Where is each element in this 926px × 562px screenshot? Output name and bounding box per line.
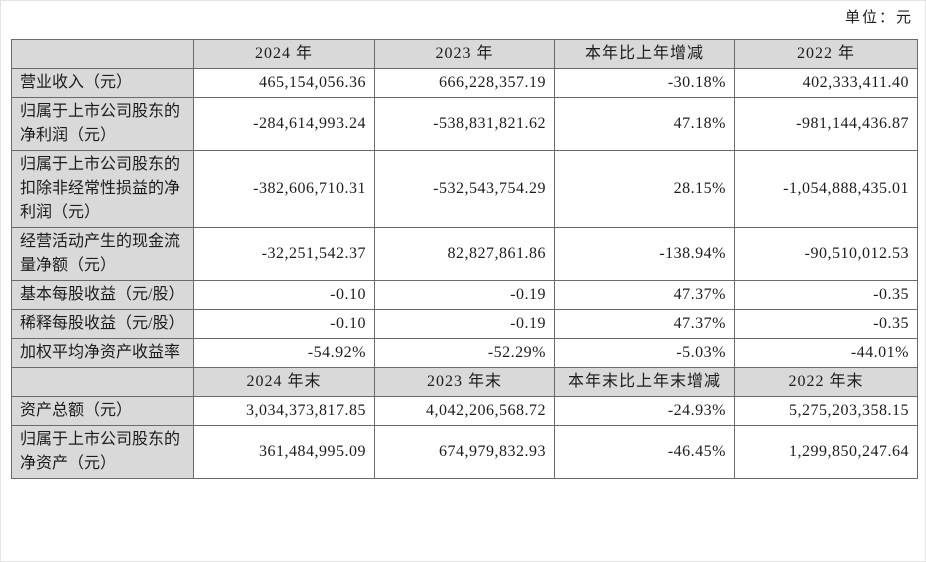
column-header: 2022 年 <box>734 39 918 69</box>
cell-value: -0.19 <box>374 309 555 339</box>
cell-value: -0.35 <box>734 309 918 339</box>
cell-value: -32,251,542.37 <box>193 227 375 281</box>
column-header: 2023 年末 <box>374 367 555 397</box>
cell-value: -52.29% <box>374 338 555 368</box>
row-label: 稀释每股收益（元/股） <box>11 309 194 339</box>
header-row: 2024 年 2023 年本年比上年增减 2022 年 <box>11 39 918 69</box>
table-row: 营业收入（元） 465,154,056.36 666,228,357.19 -30.1… <box>11 68 918 98</box>
table-row: 归属于上市公司股东的净利润（元） -284,614,993.24 -538,831,… <box>11 97 918 151</box>
cell-value: -54.92% <box>193 338 375 368</box>
row-label: 归属于上市公司股东的净资产（元） <box>11 425 194 479</box>
cell-value: -5.03% <box>554 338 735 368</box>
cell-value: 666,228,357.19 <box>374 68 555 98</box>
cell-value: 47.18% <box>554 97 735 151</box>
row-label: 归属于上市公司股东的扣除非经常性损益的净利润（元） <box>11 150 194 228</box>
table-row: 稀释每股收益（元/股） -0.10 -0.19 47.37% -0.35 <box>11 309 918 339</box>
column-header: 本年末比上年末增减 <box>554 367 735 397</box>
row-label: 归属于上市公司股东的净利润（元） <box>11 97 194 151</box>
cell-value: 47.37% <box>554 280 735 310</box>
cell-value: 82,827,861.86 <box>374 227 555 281</box>
row-label: 加权平均净资产收益率 <box>11 338 194 368</box>
unit-label: 单位：元 <box>844 10 913 26</box>
column-header: 本年比上年增减 <box>554 39 735 69</box>
cell-value: -284,614,993.24 <box>193 97 375 151</box>
row-label: 资产总额（元） <box>11 396 194 426</box>
cell-value: -981,144,436.87 <box>734 97 918 151</box>
header-empty-cell <box>11 367 194 397</box>
cell-value: -30.18% <box>554 68 735 98</box>
cell-value: -538,831,821.62 <box>374 97 555 151</box>
table-row: 归属于上市公司股东的扣除非经常性损益的净利润（元） -382,606,710.31… <box>11 150 918 228</box>
table-body: 2024 年 2023 年本年比上年增减 2022 年营业收入（元） 465,154,… <box>11 39 918 479</box>
column-header: 2022 年末 <box>734 367 918 397</box>
cell-value: -382,606,710.31 <box>193 150 375 228</box>
row-label: 基本每股收益（元/股） <box>11 280 194 310</box>
column-header: 2024 年末 <box>193 367 375 397</box>
table-row: 归属于上市公司股东的净资产（元） 361,484,995.09 674,979,83… <box>11 425 918 479</box>
cell-value: -0.10 <box>193 280 375 310</box>
cell-value: 402,333,411.40 <box>734 68 918 98</box>
header-row: 2024 年末 2023 年末 本年末比上年末增减 2022 年末 <box>11 367 918 397</box>
cell-value: 465,154,056.36 <box>193 68 375 98</box>
table-row: 经营活动产生的现金流量净额（元） -32,251,542.37 82,827,861… <box>11 227 918 281</box>
cell-value: -532,543,754.29 <box>374 150 555 228</box>
table-row: 加权平均净资产收益率 -54.92% -52.29% -5.03% -44.01% <box>11 338 918 368</box>
cell-value: 3,034,373,817.85 <box>193 396 375 426</box>
column-header: 2023 年 <box>374 39 555 69</box>
header-empty-cell <box>11 39 194 69</box>
cell-value: -0.10 <box>193 309 375 339</box>
column-header: 2024 年 <box>193 39 375 69</box>
table-row: 资产总额（元） 3,034,373,817.85 4,042,206,568.72-… <box>11 396 918 426</box>
financial-summary-table: 2024 年 2023 年本年比上年增减 2022 年营业收入（元） 465,154,… <box>11 39 918 479</box>
row-label: 经营活动产生的现金流量净额（元） <box>11 227 194 281</box>
cell-value: 5,275,203,358.15 <box>734 396 918 426</box>
cell-value: -1,054,888,435.01 <box>734 150 918 228</box>
cell-value: 4,042,206,568.72 <box>374 396 555 426</box>
row-label: 营业收入（元） <box>11 68 194 98</box>
cell-value: -24.93% <box>554 396 735 426</box>
cell-value: 28.15% <box>554 150 735 228</box>
cell-value: 674,979,832.93 <box>374 425 555 479</box>
cell-value: 47.37% <box>554 309 735 339</box>
cell-value: -0.19 <box>374 280 555 310</box>
cell-value: -44.01% <box>734 338 918 368</box>
table-row: 基本每股收益（元/股） -0.10 -0.19 47.37% -0.35 <box>11 280 918 310</box>
cell-value: 361,484,995.09 <box>193 425 375 479</box>
cell-value: 1,299,850,247.64 <box>734 425 918 479</box>
cell-value: -46.45% <box>554 425 735 479</box>
cell-value: -138.94% <box>554 227 735 281</box>
cell-value: -0.35 <box>734 280 918 310</box>
cell-value: -90,510,012.53 <box>734 227 918 281</box>
